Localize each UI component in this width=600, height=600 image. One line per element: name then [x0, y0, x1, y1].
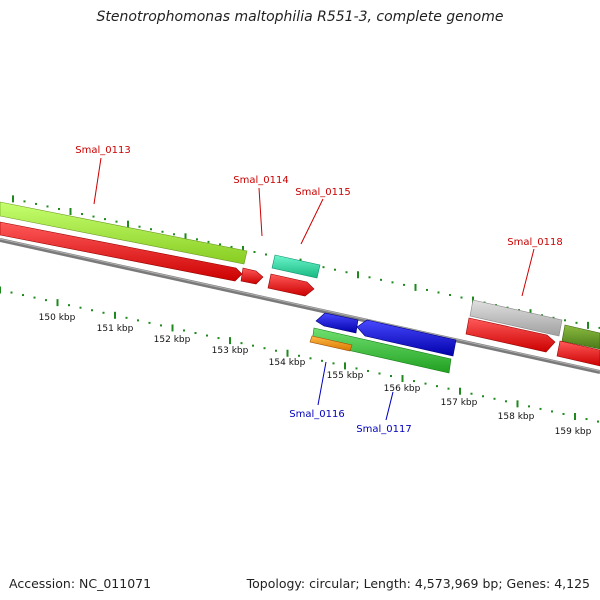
- scale-label: 153 kbp: [212, 346, 249, 356]
- scale-label: 158 kbp: [498, 412, 535, 422]
- gene-label-smal-0113: Smal_0113: [75, 145, 130, 156]
- gene-lime-feature[interactable]: [0, 201, 248, 265]
- gene-cds-right-edge[interactable]: [556, 340, 600, 367]
- gene-orange-smal-0116[interactable]: [309, 335, 353, 352]
- gene-label-smal-0117: Smal_0117: [356, 424, 411, 435]
- lower-tick-track: [0, 286, 599, 423]
- gene-blue-smal-0117[interactable]: [356, 319, 457, 357]
- genome-summary-text: Topology: circular; Length: 4,573,969 bp…: [246, 576, 590, 591]
- gene-olive-feature[interactable]: [561, 324, 600, 350]
- scale-label: 159 kbp: [555, 427, 592, 437]
- gene-grey-smal-0118[interactable]: [469, 299, 563, 337]
- gene-label-smal-0115: Smal_0115: [295, 187, 350, 198]
- scale-labels: 150 kbp 151 kbp 152 kbp 153 kbp 154 kbp …: [39, 313, 592, 437]
- scale-label: 156 kbp: [384, 384, 421, 394]
- accession-text: Accession: NC_011071: [9, 576, 152, 591]
- gene-cds-smal-0114[interactable]: [240, 267, 264, 285]
- genome-title: Stenotrophomonas maltophilia R551-3, com…: [96, 9, 504, 25]
- gene-label-smal-0116: Smal_0116: [289, 409, 344, 420]
- scale-label: 155 kbp: [327, 371, 364, 381]
- gene-blue-smal-0116[interactable]: [315, 312, 359, 334]
- scale-label: 154 kbp: [269, 358, 306, 368]
- gene-teal-smal-0115[interactable]: [271, 254, 321, 279]
- gene-cds-smal-0113[interactable]: [0, 221, 243, 282]
- gene-cds-smal-0118[interactable]: [465, 317, 556, 353]
- scale-label: 157 kbp: [441, 398, 478, 408]
- scale-label: 152 kbp: [154, 335, 191, 345]
- scale-label: 150 kbp: [39, 313, 76, 323]
- gene-label-smal-0114: Smal_0114: [233, 175, 288, 186]
- genome-backbone: [0, 238, 600, 374]
- gene-label-smal-0118: Smal_0118: [507, 237, 562, 248]
- scale-label: 151 kbp: [97, 324, 134, 334]
- genome-backbone-highlight: [0, 238, 600, 372]
- label-leader-lines: [93, 157, 535, 421]
- gene-cds-smal-0115[interactable]: [267, 273, 315, 297]
